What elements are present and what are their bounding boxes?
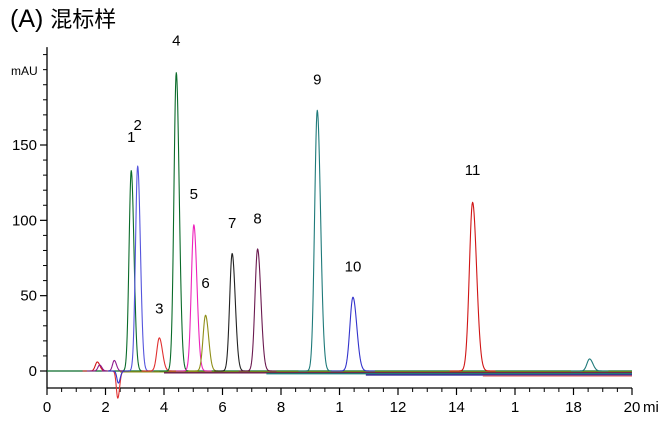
peak-trace bbox=[115, 170, 148, 372]
page-title: (A) 混标样 bbox=[10, 4, 116, 35]
x-tick-label: 1 bbox=[511, 399, 519, 416]
minor-peak-trace bbox=[107, 370, 129, 399]
y-tick-label: 50 bbox=[20, 288, 37, 305]
peak-number-label: 2 bbox=[134, 117, 142, 134]
minor-peak-trace bbox=[101, 359, 128, 372]
y-tick-label: 150 bbox=[12, 137, 37, 154]
y-tick-label: 0 bbox=[29, 363, 37, 380]
peak-trace bbox=[214, 252, 251, 372]
y-tick-label: 100 bbox=[12, 212, 37, 229]
baseline-group bbox=[47, 370, 632, 377]
peak-trace bbox=[187, 314, 224, 372]
peak-trace bbox=[238, 248, 277, 372]
x-tick-label: 4 bbox=[160, 399, 168, 416]
peak-number-label: 1 bbox=[127, 129, 135, 146]
tick-label-group: 050100150024681121411820min bbox=[12, 137, 659, 416]
peak-label-group: 12 3 4 5 6 7 8 9 10 11 bbox=[127, 33, 480, 318]
x-tick-label: 20 bbox=[624, 399, 641, 416]
peak-trace bbox=[175, 224, 212, 372]
peak-number-label: 7 bbox=[228, 215, 236, 232]
minor-peak-trace bbox=[570, 358, 609, 372]
minor-peak-trace bbox=[82, 361, 113, 372]
peak-trace bbox=[141, 337, 178, 372]
x-tick-label: 12 bbox=[390, 399, 407, 416]
y-axis-unit-label: mAU bbox=[11, 64, 38, 78]
title-text: 混标样 bbox=[50, 7, 117, 32]
x-tick-label: 8 bbox=[277, 399, 285, 416]
peak-number-label: 10 bbox=[345, 259, 362, 276]
peak-number-label: 5 bbox=[190, 186, 198, 203]
x-tick-label: 6 bbox=[218, 399, 226, 416]
minor-peak-trace bbox=[107, 370, 130, 384]
x-tick-label: 1 bbox=[335, 399, 343, 416]
peak-number-label: 6 bbox=[201, 275, 209, 292]
x-tick-label: 14 bbox=[448, 399, 465, 416]
peak-number-label: 4 bbox=[172, 33, 180, 50]
peak-number-label: 11 bbox=[465, 162, 481, 179]
peak-number-label: 9 bbox=[313, 72, 321, 89]
panel-label: (A) bbox=[10, 5, 44, 33]
peak-trace bbox=[330, 296, 375, 372]
peak-trace bbox=[449, 201, 496, 372]
x-axis-unit-label: min bbox=[643, 399, 659, 416]
peak-trace bbox=[298, 109, 337, 372]
x-tick-label: 2 bbox=[101, 399, 109, 416]
x-tick-label: 18 bbox=[565, 399, 582, 416]
peak-trace bbox=[159, 72, 194, 372]
axes-group bbox=[40, 47, 633, 395]
trace-group bbox=[82, 72, 609, 399]
peak-number-label: 8 bbox=[253, 210, 261, 227]
peak-number-label: 3 bbox=[155, 301, 163, 318]
x-tick-label: 0 bbox=[43, 399, 51, 416]
